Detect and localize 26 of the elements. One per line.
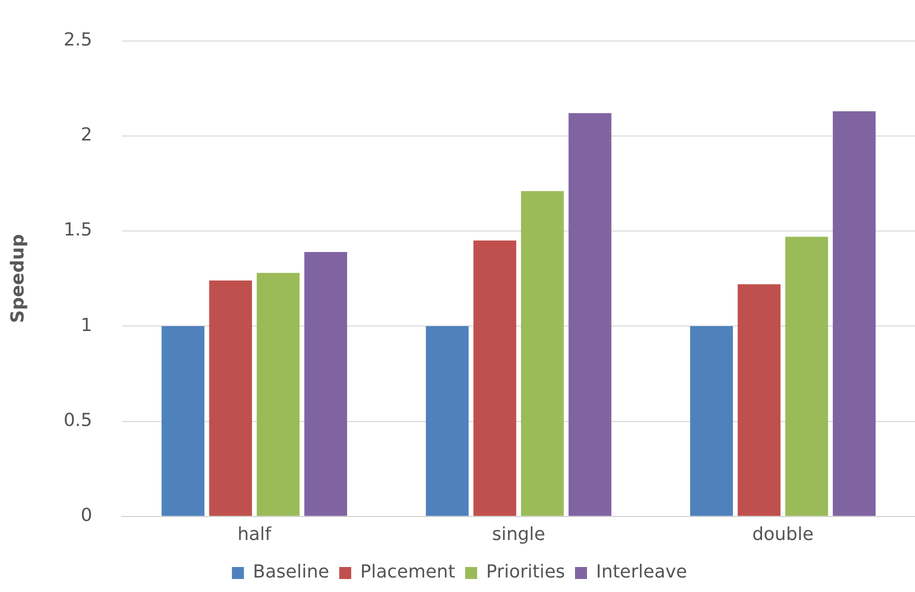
- y-tick-label: 1: [80, 314, 92, 336]
- y-tick-label: 2.5: [64, 29, 92, 50]
- bar: [832, 111, 876, 516]
- legend-label: Placement: [360, 562, 456, 583]
- bar: [426, 326, 469, 516]
- bar: [162, 326, 204, 516]
- bar: [690, 326, 733, 516]
- legend-label: Interleave: [596, 562, 688, 583]
- y-tick-label: 1.5: [64, 220, 92, 241]
- bar: [520, 191, 564, 516]
- y-axis-title: Speedup: [7, 234, 28, 324]
- x-tick-label: double: [752, 524, 814, 545]
- bar: [785, 236, 828, 516]
- bar: [738, 284, 780, 516]
- legend-label: Priorities: [486, 562, 566, 583]
- bar: [568, 113, 612, 516]
- bar: [473, 240, 516, 516]
- y-tick-label: 0: [80, 505, 92, 526]
- legend-label: Baseline: [252, 562, 330, 583]
- x-tick-label: single: [492, 524, 546, 545]
- y-tick-label: 2: [80, 124, 92, 146]
- x-tick-label: half: [237, 524, 272, 545]
- bar: [304, 252, 348, 516]
- bar: [256, 272, 300, 516]
- y-tick-label: 0.5: [64, 410, 92, 431]
- bar: [209, 280, 252, 516]
